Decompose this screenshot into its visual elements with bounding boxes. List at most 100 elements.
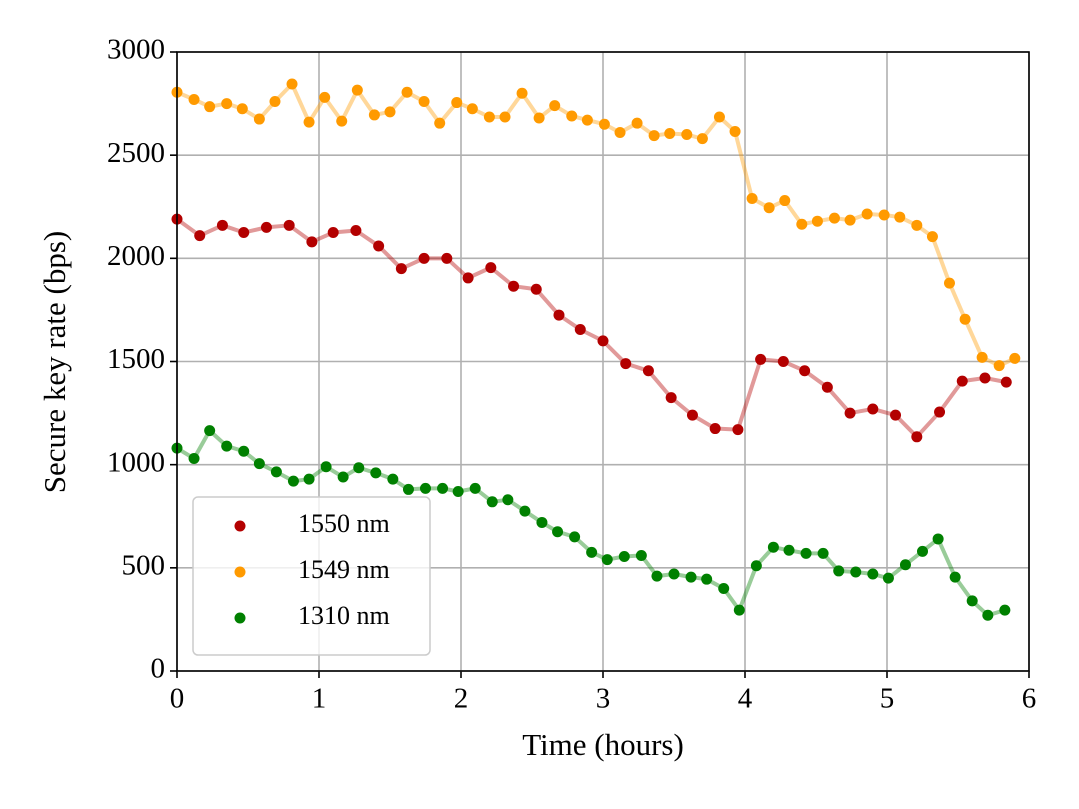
- data-point: [746, 192, 758, 204]
- data-point: [729, 125, 741, 137]
- y-tick-label: 1500: [107, 343, 165, 375]
- data-point: [966, 595, 978, 607]
- data-point: [767, 541, 779, 553]
- data-point: [402, 483, 414, 495]
- data-point: [188, 452, 200, 464]
- data-point: [882, 572, 894, 584]
- data-point: [303, 473, 315, 485]
- data-point: [642, 365, 654, 377]
- data-point: [763, 202, 775, 214]
- data-point: [485, 262, 497, 274]
- data-point: [188, 93, 200, 105]
- legend-label: 1549 nm: [298, 555, 390, 584]
- data-point: [270, 466, 282, 478]
- data-point: [370, 467, 382, 479]
- data-point: [733, 604, 745, 616]
- data-point: [320, 461, 332, 473]
- data-point: [796, 218, 808, 230]
- data-point: [516, 87, 528, 99]
- data-point: [499, 111, 511, 123]
- data-point: [238, 445, 250, 457]
- data-point: [844, 407, 856, 419]
- legend-label: 1310 nm: [298, 601, 390, 630]
- data-point: [566, 110, 578, 122]
- legend-marker: [234, 566, 246, 578]
- data-point: [452, 485, 464, 497]
- data-point: [502, 494, 514, 506]
- data-point: [976, 351, 988, 363]
- data-point: [462, 272, 474, 284]
- data-point: [597, 335, 609, 347]
- data-point: [569, 531, 581, 543]
- data-point: [486, 496, 498, 508]
- data-point: [303, 116, 315, 128]
- data-point: [668, 568, 680, 580]
- legend-marker: [234, 520, 246, 532]
- data-point: [469, 482, 481, 494]
- data-point: [932, 533, 944, 545]
- data-point: [620, 358, 632, 370]
- data-point: [204, 101, 216, 113]
- data-point: [833, 565, 845, 577]
- data-point: [236, 103, 248, 115]
- data-point: [194, 230, 206, 242]
- data-point: [718, 582, 730, 594]
- data-point: [437, 482, 449, 494]
- data-point: [519, 505, 531, 517]
- x-tick-label: 3: [596, 683, 611, 715]
- data-point: [286, 78, 298, 90]
- y-tick-label: 1000: [107, 446, 165, 478]
- data-point: [353, 462, 365, 474]
- data-point: [821, 381, 833, 393]
- data-point: [993, 360, 1005, 372]
- legend-marker: [234, 612, 246, 624]
- data-point: [811, 215, 823, 227]
- data-point: [618, 550, 630, 562]
- data-point: [420, 482, 431, 494]
- data-point: [1009, 352, 1021, 364]
- data-point: [867, 568, 879, 580]
- data-point: [664, 128, 676, 140]
- data-point: [441, 252, 453, 264]
- data-point: [685, 571, 697, 583]
- series-line: [175, 217, 1007, 439]
- data-point: [614, 126, 626, 138]
- data-point: [999, 604, 1011, 616]
- data-point: [861, 208, 873, 220]
- data-point: [648, 130, 660, 142]
- legend: 1550 nm 1549 nm 1310 nm: [192, 496, 431, 656]
- data-point: [601, 554, 613, 566]
- y-tick-label: 0: [151, 653, 166, 685]
- data-point: [890, 409, 902, 421]
- data-point: [221, 98, 233, 110]
- data-point: [943, 277, 955, 289]
- data-point: [894, 211, 906, 223]
- data-point: [336, 115, 348, 127]
- data-point: [949, 571, 961, 583]
- data-point: [553, 309, 565, 321]
- data-point: [631, 117, 643, 129]
- data-point: [401, 86, 413, 98]
- data-point: [701, 573, 713, 585]
- data-point: [850, 566, 862, 578]
- data-point: [959, 313, 971, 325]
- data-point: [351, 84, 363, 96]
- data-point: [799, 365, 811, 377]
- data-point: [800, 547, 812, 559]
- data-point: [651, 570, 663, 582]
- data-point: [755, 353, 767, 365]
- data-point: [586, 546, 598, 558]
- y-tick-label: 2000: [107, 240, 165, 272]
- data-point: [216, 219, 228, 231]
- y-axis-label: Secure key rate (bps): [37, 231, 72, 494]
- data-point: [779, 195, 791, 207]
- data-point: [911, 431, 923, 443]
- data-point: [681, 129, 693, 141]
- x-tick-label: 6: [1022, 683, 1037, 715]
- data-point: [552, 526, 564, 538]
- data-point: [581, 114, 593, 126]
- data-point: [260, 221, 272, 233]
- data-point: [934, 406, 946, 418]
- y-tick-label: 2500: [107, 137, 165, 169]
